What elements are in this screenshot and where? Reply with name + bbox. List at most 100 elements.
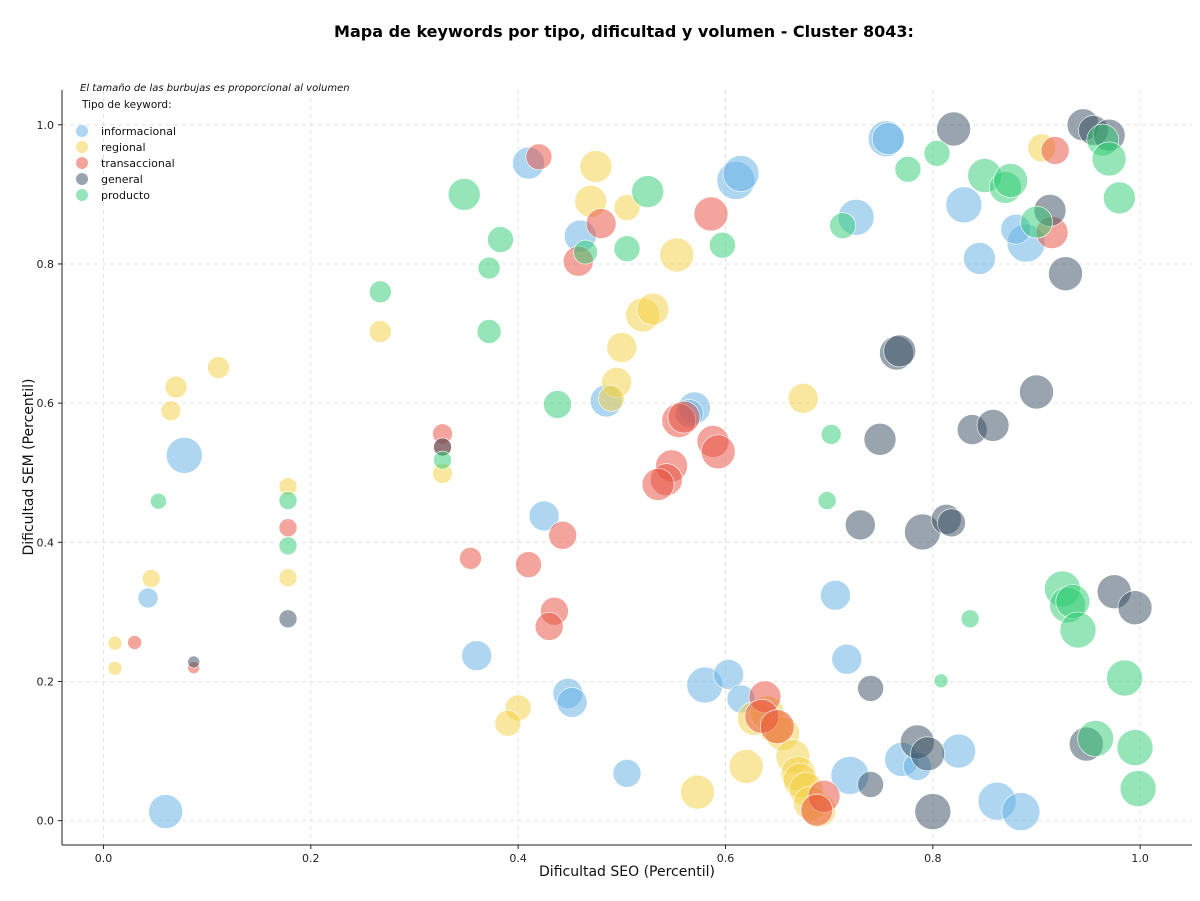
bubble-informacional [148,794,183,829]
legend-label-transaccional: transaccional [101,157,175,170]
bubble-transaccional [667,400,701,434]
bubble-general [976,409,1010,442]
legend-marker-informacional [76,125,88,137]
legend-title: Tipo de keyword: [81,99,172,111]
x-tick-label: 0.6 [717,852,735,865]
x-tick-label: 0.4 [509,852,527,865]
legend-items: informacional regional transaccional genera… [76,125,176,202]
series-producto [150,123,1157,807]
bubble-transaccional [693,196,729,232]
bubble-producto [150,492,167,510]
bubble-producto [278,536,298,556]
bubble-producto [1116,729,1154,766]
bubble-transaccional [800,793,834,827]
bubble-general [883,334,917,368]
bubble-regional [659,237,695,273]
bubble-regional [636,292,670,326]
bubble-general [1117,590,1153,626]
bubble-producto [923,140,951,167]
bubble-regional [598,384,625,412]
bubble-regional [164,375,188,399]
bubble-regional [107,635,123,651]
y-tick-label: 0.4 [37,536,55,549]
y-tick-label: 0.2 [37,675,55,688]
bubble-transaccional [641,468,675,501]
bubble-regional [680,774,715,810]
bubble-transaccional [515,551,542,578]
bubble-producto [543,390,572,419]
y-axis-label: Dificultad SEM (Percentil) [21,379,37,556]
bubble-regional [787,382,819,414]
bubble-producto [613,235,641,262]
bubble-producto [894,156,922,183]
bubble-informacional [556,687,588,718]
bubble-general [278,609,298,629]
x-tick-label: 0.0 [95,852,113,865]
legend-label-producto: producto [101,189,150,202]
bubble-producto [447,178,481,211]
bubble-producto [278,491,298,510]
bubble-producto [476,319,502,344]
bubble-producto [1119,770,1157,807]
bubble-transaccional [525,143,553,171]
bubble-transaccional [700,434,736,470]
x-tick-label: 0.8 [924,852,942,865]
bubble-informacional [612,758,642,788]
bubble-informacional [137,587,159,609]
bubble-transaccional [1040,136,1070,165]
grid [62,90,1192,845]
y-tick-label: 0.6 [37,397,55,410]
bubble-regional [207,356,230,379]
x-tick-label: 1.0 [1131,852,1149,865]
bubble-general [1048,256,1083,292]
bubble-regional [728,749,764,784]
bubble-producto [820,424,842,445]
bubble-transaccional [548,520,578,550]
bubble-general [937,508,966,538]
bubble-informacional [1001,792,1041,831]
bubble-informacional [941,733,977,769]
bubble-general [187,655,200,669]
bubble-producto [1103,181,1136,215]
bubble-informacional [722,155,760,192]
bubble-transaccional [278,518,298,538]
bubble-producto [817,491,837,510]
bubble-general [936,111,971,147]
bubble-regional [107,660,123,676]
bubble-size-note: El tamaño de las burbujas es proporciona… [80,83,350,94]
bubble-general [914,793,952,830]
bubble-regional [579,150,613,183]
bubble-producto [960,609,980,629]
legend-label-general: general [101,173,143,186]
bubble-general [857,771,884,798]
bubble-informacional [963,242,996,275]
bubble-general [910,736,945,772]
bubble-producto [1077,720,1114,757]
y-tick-label: 1.0 [37,119,55,132]
bubble-general [1019,374,1054,410]
bubble-producto [1106,659,1143,697]
legend-marker-transaccional [76,157,88,169]
chart-title: Mapa de keywords por tipo, dificultad y … [334,22,914,41]
bubble-regional [494,709,522,737]
legend-marker-general [76,173,88,185]
bubble-producto [573,239,598,265]
bubbles [107,108,1157,831]
bubble-producto [631,175,665,208]
x-axis-ticks: 0.0 0.2 0.4 0.6 0.8 1.0 [95,845,1149,865]
bubble-informacional [528,500,560,532]
bubble-producto [1059,611,1097,649]
bubble-transaccional [585,208,617,239]
legend-marker-producto [76,189,88,201]
bubble-regional [606,332,638,363]
bubble-transaccional [459,546,482,570]
bubble-regional [141,569,161,588]
bubble-producto [368,280,392,304]
bubble-producto [487,226,514,253]
bubble-producto [933,673,949,689]
bubble-informacional [461,640,493,672]
bubble-producto [709,231,736,259]
bubble-producto [477,256,501,280]
